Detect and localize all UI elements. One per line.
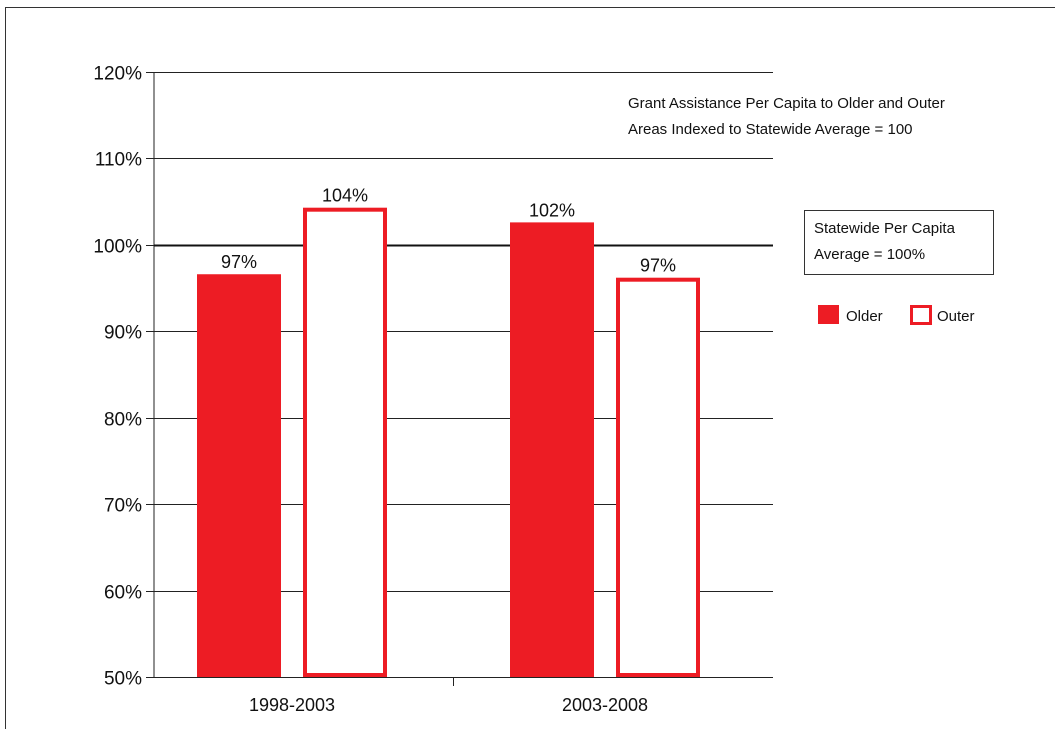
y-tick-label: 80% (104, 410, 142, 431)
legend-swatch-outer (910, 305, 932, 325)
y-tick-label: 50% (104, 669, 142, 690)
bar-outer-2003-2008 (616, 277, 700, 677)
x-category-label: 1998-2003 (249, 695, 335, 715)
annotation-line-1: Grant Assistance Per Capita to Older and… (628, 95, 945, 112)
bar-layer (197, 207, 700, 677)
legend-label-older: Older (846, 308, 883, 325)
legend-label-outer: Outer (937, 308, 975, 325)
data-label-older: 97% (221, 252, 257, 272)
data-label-outer: 97% (640, 256, 676, 276)
x-category-label: 2003-2008 (562, 695, 648, 715)
bar-outer-1998-2003 (303, 207, 387, 677)
y-tick-label: 100% (93, 237, 142, 258)
reference-note-box: Statewide Per Capita Average = 100% (804, 210, 994, 275)
y-tick-label: 60% (104, 583, 142, 604)
data-label-older: 102% (529, 200, 575, 220)
reference-note-line-2: Average = 100% (814, 246, 925, 263)
reference-note-border (804, 210, 994, 275)
legend-swatch-older (818, 305, 839, 324)
chart-annotation: Grant Assistance Per Capita to Older and… (628, 95, 945, 138)
y-tick-label: 120% (93, 64, 142, 85)
y-tick-label: 110% (95, 150, 142, 171)
y-tick-label: 90% (104, 323, 142, 344)
bar-older-2003-2008 (510, 222, 594, 677)
y-tick-label: 70% (104, 496, 142, 517)
bar-older-1998-2003 (197, 274, 281, 677)
reference-note-line-1: Statewide Per Capita (814, 220, 956, 237)
label-layer: 50% 60% 70% 80% 90% 100% 110% 120% 97% 104% 1998-2… (93, 64, 676, 716)
legend: Older Outer (818, 305, 975, 325)
chart-border (5, 7, 1055, 729)
data-label-outer: 104% (322, 186, 368, 206)
annotation-line-2: Areas Indexed to Statewide Average = 100 (628, 121, 913, 138)
